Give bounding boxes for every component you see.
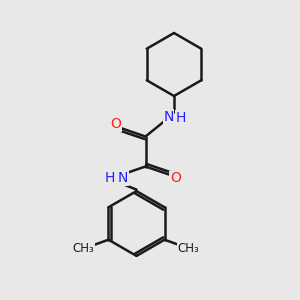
Text: N: N <box>118 171 128 185</box>
Text: CH₃: CH₃ <box>178 242 200 255</box>
Text: O: O <box>170 172 181 185</box>
Text: H: H <box>105 172 115 185</box>
Text: CH₃: CH₃ <box>73 242 94 255</box>
Text: N: N <box>164 110 174 124</box>
Text: H: H <box>176 111 186 124</box>
Text: O: O <box>110 118 121 131</box>
